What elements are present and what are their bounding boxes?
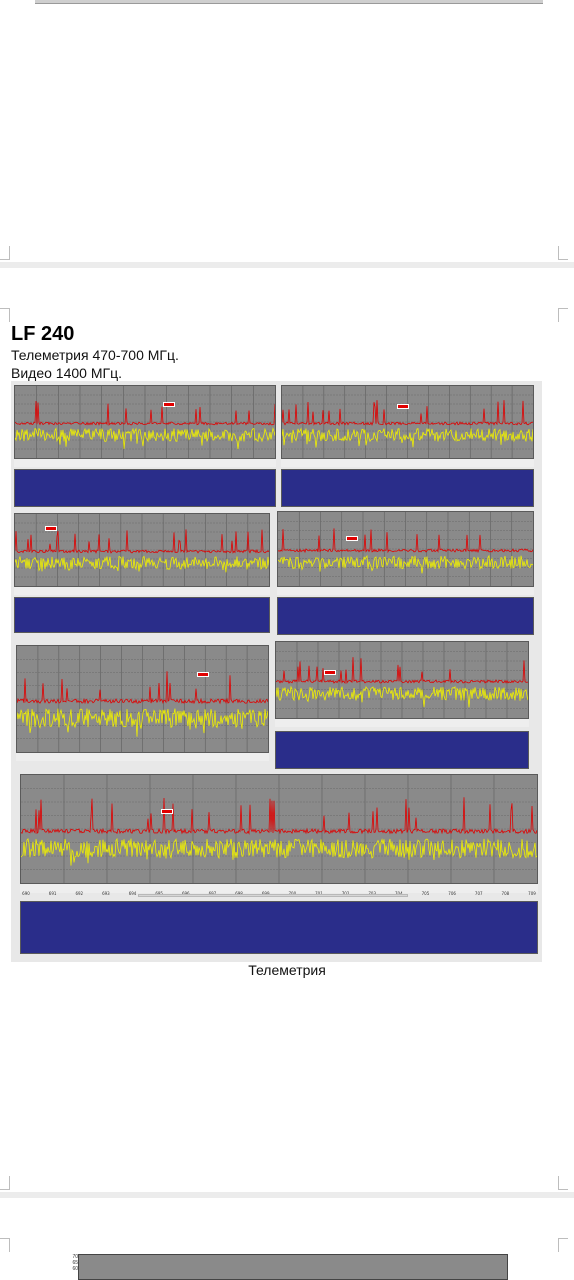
page-corner-mark [0,308,10,322]
spectrum-4-x-axis [277,587,534,595]
page-separator [0,262,574,268]
x-tick-label: 706 [448,891,456,896]
page-corner-mark [0,1176,10,1190]
page-separator [0,1192,574,1198]
peak-hold-trace [278,528,533,554]
x-tick-label: 693 [102,891,110,896]
spectrum-3-plot [14,513,270,587]
spectrum-2-x-axis [281,459,534,467]
spectrum-5-svg [17,646,268,752]
spectrum-4-waterfall [277,597,534,635]
spectrum-2-waterfall [281,469,534,507]
live-trace [282,427,533,448]
y-tick-label: 70 [72,1254,78,1260]
spectrum-3-x-axis [14,587,270,595]
next-page-y-axis: 70 65 60 [60,1254,78,1280]
live-trace [278,554,533,574]
page-corner-mark [558,1176,568,1190]
page-corner-mark [558,246,568,260]
peak-marker [45,526,57,531]
spectrum-7-x-tick-labels: 690 691 692 693 694 695 696 697 698 699 700 701 702 7… [22,891,536,896]
spectrum-7-svg [21,775,537,883]
live-trace [21,837,537,866]
x-tick-label: 696 [182,891,190,896]
spectrum-7-scrollbar[interactable] [138,894,408,897]
page-corner-mark [558,1238,568,1252]
spectrum-3-svg [15,514,269,586]
page-corner-mark [0,1238,10,1252]
spectrum-6-x-axis [275,719,529,727]
spectrum-5-plot [16,645,269,753]
x-tick-label: 691 [49,891,57,896]
peak-marker [163,402,175,407]
spectrum-6-waterfall [275,731,529,769]
figure-caption: Телеметрия [248,962,326,978]
spectrum-7-waterfall [20,901,538,954]
x-tick-label: 699 [262,891,270,896]
live-trace [15,427,275,450]
peak-marker [346,536,358,541]
page-corner-mark [558,308,568,322]
spectrum-6-svg [276,642,528,718]
x-tick-label: 698 [235,891,243,896]
document-text-line: Телеметрия 470-700 МГц. [11,347,179,363]
live-trace [15,555,269,573]
spectrum-4-plot [277,511,534,587]
peak-hold-trace [282,400,533,427]
peak-hold-trace [276,657,528,685]
x-tick-label: 697 [209,891,217,896]
spectrum-5-x-axis [16,753,269,761]
spectrum-2-svg [282,386,533,458]
spectrum-1-plot [14,385,276,459]
spectrum-7-plot [20,774,538,884]
spectrum-1-waterfall [14,469,276,507]
document-heading: LF 240 [11,323,75,345]
page-corner-mark [0,246,10,260]
y-tick-label: 65 [72,1260,78,1266]
peak-marker [324,670,336,675]
peak-hold-trace [21,797,537,835]
y-tick-label: 60 [72,1266,78,1272]
x-tick-label: 701 [315,891,323,896]
live-trace [17,708,268,737]
peak-marker [161,809,173,814]
spectrum-1-x-axis [14,459,276,467]
x-tick-label: 692 [75,891,83,896]
spectrum-7-x-axis: 690 691 692 693 694 695 696 697 698 699 700 701 702 7… [20,884,538,896]
peak-hold-trace [15,400,275,426]
x-tick-label: 708 [502,891,510,896]
live-trace [276,685,528,708]
x-tick-label: 704 [395,891,403,896]
previous-page-bottom-strip [35,0,543,4]
x-tick-label: 707 [475,891,483,896]
x-tick-label: 690 [22,891,30,896]
x-tick-label: 705 [422,891,430,896]
peak-hold-trace [15,529,269,554]
x-tick-label: 703 [368,891,376,896]
spectrum-4-svg [278,512,533,586]
spectrum-screenshots-collage: 690 691 692 693 694 695 696 697 698 699 700 701 702 7… [11,381,542,962]
spectrum-1-svg [15,386,275,458]
x-tick-label: 702 [342,891,350,896]
peak-marker [197,672,209,677]
x-tick-label: 694 [129,891,137,896]
peak-marker [397,404,409,409]
spectrum-3-waterfall [14,597,270,633]
spectrum-2-plot [281,385,534,459]
next-page-spectrum-plot [78,1254,508,1280]
x-tick-label: 695 [155,891,163,896]
document-text-line: Видео 1400 МГц. [11,365,122,381]
spectrum-6-plot [275,641,529,719]
peak-hold-trace [17,671,268,705]
x-tick-label: 700 [288,891,296,896]
x-tick-label: 709 [528,891,536,896]
